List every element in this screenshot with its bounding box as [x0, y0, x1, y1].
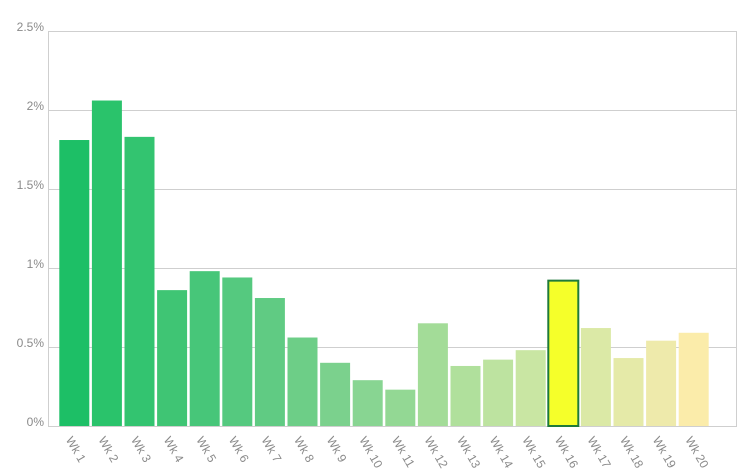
x-tick-label: Wk 13 [454, 434, 483, 469]
bar [59, 140, 90, 426]
bar [515, 350, 546, 426]
bar [580, 328, 611, 426]
x-tick-label: Wk 9 [324, 434, 350, 465]
bar [157, 290, 188, 426]
y-tick-label: 2% [27, 99, 45, 113]
bar [646, 340, 677, 426]
y-tick-label: 1.5% [17, 178, 45, 192]
bar [547, 279, 580, 428]
x-tick-label: Wk 6 [226, 434, 252, 465]
bar [450, 365, 481, 426]
x-tick-label: Wk 20 [682, 434, 711, 469]
bar [678, 332, 709, 426]
x-tick-label: Wk 7 [259, 434, 285, 465]
bar [320, 362, 351, 426]
x-tick-label: Wk 8 [291, 434, 317, 465]
x-tick-label: Wk 2 [96, 434, 122, 465]
x-tick-label: Wk 19 [650, 434, 679, 469]
bar [189, 271, 220, 426]
bar [417, 323, 448, 426]
x-tick-label: Wk 1 [63, 434, 89, 465]
x-tick-label: Wk 14 [487, 434, 516, 469]
y-tick-label: 0% [27, 415, 45, 429]
y-tick-label: 2.5% [17, 20, 45, 34]
x-tick-label: Wk 11 [389, 434, 418, 469]
bar [124, 136, 155, 427]
bar [222, 277, 253, 426]
x-tick-label: Wk 3 [128, 434, 154, 465]
bar [287, 337, 318, 426]
bar [352, 380, 383, 426]
y-tick-label: 0.5% [17, 336, 45, 350]
x-tick-label: Wk 12 [422, 434, 451, 469]
x-tick-label: Wk 5 [193, 434, 219, 465]
x-tick-label: Wk 16 [552, 434, 581, 469]
bar [254, 298, 285, 426]
x-tick-label: Wk 10 [356, 434, 385, 469]
y-tick-label: 1% [27, 257, 45, 271]
bar [385, 389, 416, 426]
bar [91, 100, 122, 427]
bar [613, 358, 644, 426]
x-tick-label: Wk 18 [617, 434, 646, 469]
x-tick-label: Wk 4 [161, 434, 187, 465]
bar [483, 359, 514, 426]
x-tick-label: Wk 15 [519, 434, 548, 469]
x-tick-label: Wk 17 [585, 434, 614, 469]
